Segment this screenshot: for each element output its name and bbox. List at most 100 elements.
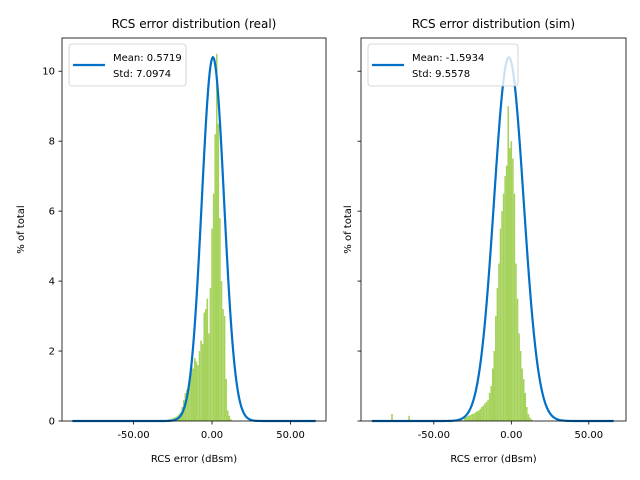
histogram-bar (220, 281, 223, 421)
legend: Mean: -1.5934 Std: 9.5578 (367, 43, 519, 87)
histogram-bar (470, 414, 472, 421)
histogram-bar (408, 415, 410, 421)
x-tick-label: 50.00 (276, 430, 305, 441)
legend-mean: Mean: 0.5719 (113, 53, 182, 64)
histogram-bar (192, 368, 194, 421)
histogram-bar (473, 413, 475, 421)
x-tick-label: 0.00 (500, 430, 522, 441)
legend-std: Std: 9.5578 (412, 69, 470, 80)
chart-title: RCS error distribution (sim) (412, 17, 575, 31)
x-axis-label: RCS error (dBsm) (151, 454, 237, 465)
histogram-bar (465, 416, 468, 421)
y-axis-label: % of total (343, 205, 354, 253)
histogram-bar (208, 333, 210, 421)
histogram-bar (197, 365, 199, 421)
histogram-bar (485, 401, 488, 421)
histogram-bar (493, 351, 496, 421)
histogram-bar (482, 405, 485, 421)
legend: Mean: 0.5719 Std: 7.0974 (68, 43, 187, 87)
histogram-bar (498, 263, 500, 421)
histogram-bar (505, 165, 508, 421)
histogram-bar (189, 375, 191, 421)
axes-frame (61, 37, 327, 422)
subplot-1: -50.00 0.00 50.00 RCS error distribution (s… (343, 17, 627, 465)
histogram-bar (476, 411, 479, 421)
histogram-bar (194, 358, 196, 421)
histogram-bar (203, 312, 205, 421)
x-tick-label: -50.00 (418, 430, 450, 441)
histogram-bar (484, 403, 486, 421)
y-tick-label: 6 (49, 207, 55, 218)
histogram-bar (474, 412, 477, 421)
gaussian-fit-line (371, 55, 614, 423)
histogram-bar (510, 141, 513, 421)
histogram-bar (187, 386, 190, 421)
histogram-bar (471, 414, 474, 421)
histogram-bar (512, 158, 514, 421)
histogram-bar (530, 419, 533, 421)
histogram-bar (487, 400, 489, 421)
histogram-bar (217, 123, 220, 421)
histogram-bar (490, 386, 492, 421)
y-tick-label: 10 (42, 67, 55, 78)
histogram-bar (468, 415, 471, 421)
histogram-bar (223, 316, 226, 421)
histogram-bar (521, 368, 523, 421)
histogram-bar (200, 340, 202, 421)
histogram-bar (518, 333, 520, 421)
histogram-bar (211, 228, 213, 421)
histogram-bar (201, 344, 204, 421)
histogram-bar (209, 288, 212, 421)
histogram-bar (479, 408, 482, 421)
histogram-bar (225, 379, 227, 421)
histogram-bar (495, 316, 497, 421)
y-tick-label: 4 (49, 277, 55, 288)
legend-std: Std: 7.0974 (113, 69, 171, 80)
x-tick-label: -50.00 (117, 430, 149, 441)
y-tick-label: 8 (49, 137, 55, 148)
histogram-bar (230, 419, 232, 421)
histogram-bar (516, 298, 519, 421)
histogram-bar (206, 298, 209, 421)
histogram-bar (215, 53, 218, 422)
histogram-bar (214, 134, 216, 422)
histogram-bar (464, 417, 466, 421)
histogram-bar (212, 193, 215, 421)
histogram-bar (204, 309, 207, 421)
histogram-bar (504, 176, 506, 421)
axes-frame (360, 37, 627, 422)
histogram-bar (478, 410, 480, 421)
histogram-bar (391, 414, 393, 421)
y-axis-label: % of total (16, 205, 27, 253)
legend-mean: Mean: -1.5934 (412, 53, 484, 64)
histogram-bar (186, 389, 188, 421)
histogram-bar (228, 415, 231, 421)
x-axis-label: RCS error (dBsm) (450, 454, 536, 465)
subplot-0: -50.00 0.00 50.00 0 2 4 6 8 10 RCS error distribu… (16, 17, 327, 465)
histogram-bar (488, 393, 491, 421)
histogram-bar (519, 351, 522, 421)
legend-box (367, 43, 519, 87)
x-tick-label: 50.00 (574, 430, 603, 441)
histogram-bar (219, 218, 221, 421)
histogram-bar (508, 148, 511, 421)
histogram-bar (527, 414, 530, 421)
x-tick-label: 0.00 (201, 430, 223, 441)
histogram-bar (529, 417, 531, 421)
histogram-bar (491, 368, 494, 421)
histogram-bar (501, 211, 503, 421)
histogram-bar (222, 309, 224, 421)
histogram-bar (190, 365, 193, 421)
histogram-bar (526, 407, 528, 421)
histogram-bar (513, 193, 516, 421)
chart-title: RCS error distribution (real) (112, 17, 277, 31)
legend-box (68, 43, 187, 87)
histogram-bar (496, 288, 499, 421)
histogram-bar (515, 263, 517, 421)
histogram-bar (467, 416, 469, 421)
histogram-bar (226, 410, 229, 421)
histogram-bar (524, 393, 527, 421)
histogram-bar (195, 361, 198, 421)
histogram-bar (507, 106, 509, 422)
